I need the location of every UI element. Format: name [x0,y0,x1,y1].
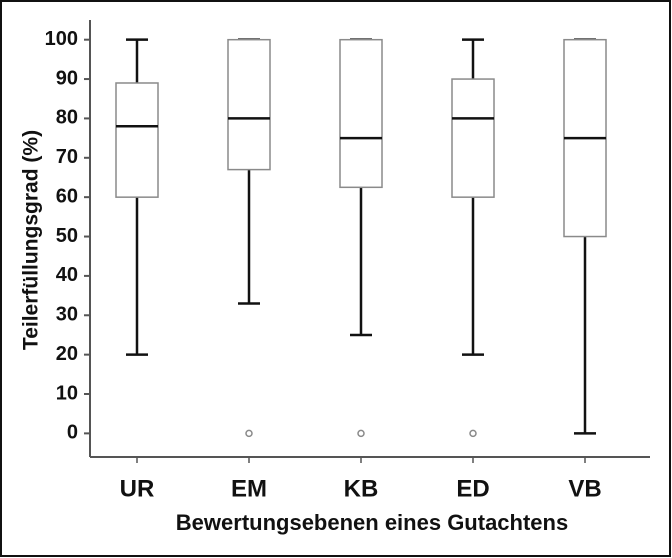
x-tick-label: ED [456,475,489,502]
outlier [357,429,365,438]
y-tick-label: 50 [56,225,78,247]
outlier [469,429,477,438]
box [227,38,271,171]
outlier [245,429,253,438]
y-tick-label: 0 [67,422,78,444]
box [115,82,159,198]
y-tick-label: 40 [56,264,78,286]
y-tick-label: 70 [56,146,78,168]
y-tick-label: 10 [56,382,78,404]
x-tick-label: VB [568,475,601,502]
y-tick-label: 100 [45,28,78,50]
y-tick-label: 80 [56,107,78,129]
x-tick-label: KB [344,475,379,502]
x-tick-label: UR [120,475,155,502]
y-tick-label: 20 [56,343,78,365]
box [451,78,495,198]
x-tick-label: EM [231,475,267,502]
y-axis-label: Teilerfüllungsgrad (%) [20,130,43,350]
y-tick-label: 30 [56,304,78,326]
x-axis-label: Bewertungsebenen eines Gutachtens [176,510,568,535]
y-tick-label: 90 [56,67,78,89]
y-tick-label: 60 [56,185,78,207]
box [339,38,383,189]
